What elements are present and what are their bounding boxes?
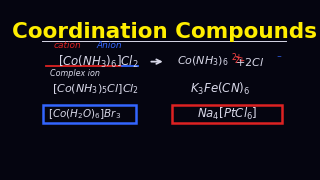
Text: $[Co(NH_3)_6]Cl_2$: $[Co(NH_3)_6]Cl_2$ bbox=[58, 54, 138, 70]
Text: $^-$: $^-$ bbox=[275, 53, 283, 62]
Text: cation: cation bbox=[53, 41, 81, 50]
Text: $[Co(NH_3)_5Cl]Cl_2$: $[Co(NH_3)_5Cl]Cl_2$ bbox=[52, 82, 139, 96]
Text: Anion: Anion bbox=[97, 41, 123, 50]
Text: $Na_4[PtCl_6]$: $Na_4[PtCl_6]$ bbox=[196, 106, 257, 122]
Text: $[Co(H_2O)_6]Br_3$: $[Co(H_2O)_6]Br_3$ bbox=[48, 107, 121, 121]
Text: 2+: 2+ bbox=[231, 53, 243, 62]
Text: Complex ion: Complex ion bbox=[50, 69, 100, 78]
Bar bbox=[43, 105, 136, 123]
Text: $K_3Fe(CN)_6$: $K_3Fe(CN)_6$ bbox=[190, 81, 250, 97]
Text: $Co(NH_3)_6$: $Co(NH_3)_6$ bbox=[177, 55, 228, 68]
Text: 2+: 2+ bbox=[234, 56, 245, 65]
Bar bbox=[172, 105, 282, 123]
Text: $+ 2Cl$: $+ 2Cl$ bbox=[235, 56, 264, 68]
Text: Coordination Compounds: Coordination Compounds bbox=[12, 22, 316, 42]
